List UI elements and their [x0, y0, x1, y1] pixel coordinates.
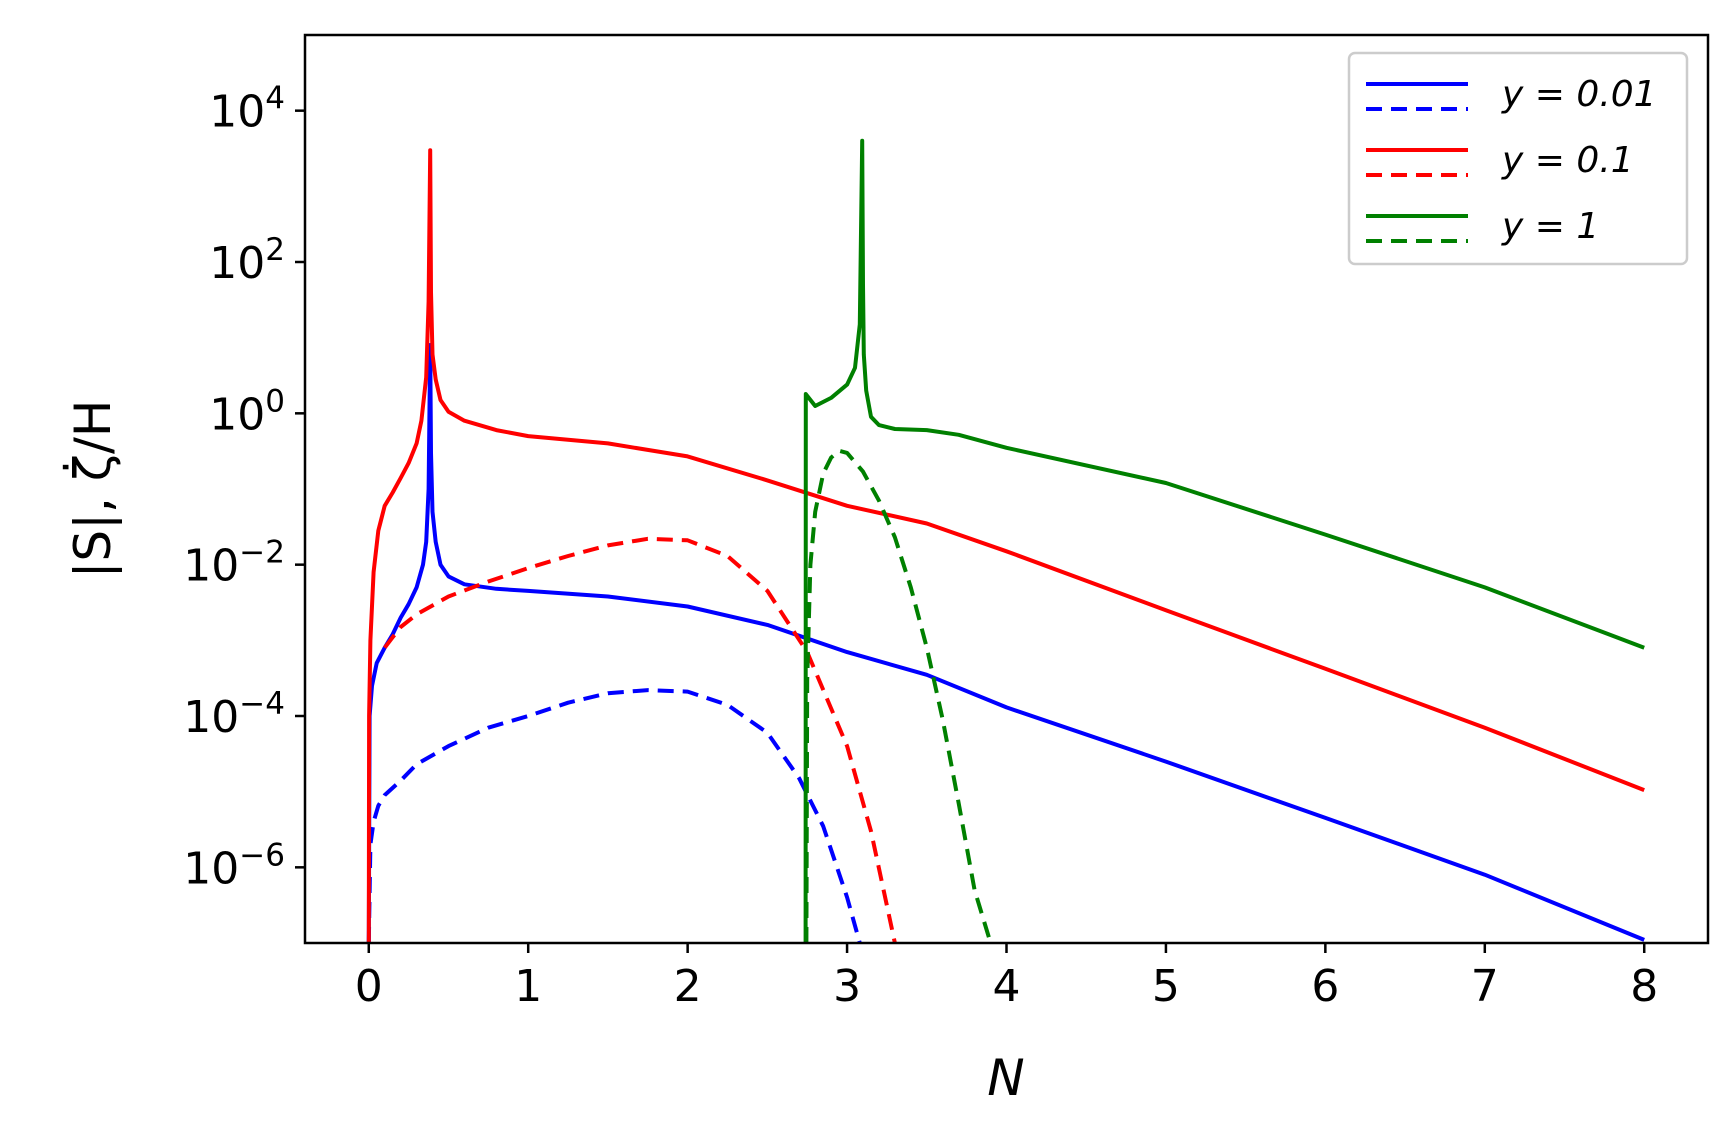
- y-tick-base: 10: [183, 692, 239, 743]
- x-axis-label: N: [987, 1049, 1024, 1107]
- y-tick-label: 104: [209, 81, 285, 138]
- series-layer: [366, 138, 1645, 943]
- y-tick-exponent: 2: [265, 232, 285, 268]
- x-tick-label: 4: [993, 961, 1021, 1012]
- legend-entry: y = 1: [1366, 206, 1599, 247]
- x-tick-label: 5: [1152, 961, 1180, 1012]
- x-tick-label: 6: [1311, 961, 1339, 1012]
- series-line-4-solid: [803, 138, 1645, 943]
- y-axis-label: |S|, ζ̇/H: [63, 400, 122, 579]
- series-line-2-solid: [366, 148, 1645, 943]
- y-tick-base: 10: [209, 87, 265, 138]
- legend: y = 0.01 y = 0.1 y = 1: [1347, 51, 1689, 266]
- y-tick-label: 10−2: [183, 535, 285, 592]
- legend-label: y = 0.01: [1501, 74, 1657, 115]
- y-tick-exponent: 4: [265, 81, 285, 117]
- series-line-3-dashed: [383, 536, 897, 943]
- x-tick-label: 3: [833, 961, 861, 1012]
- x-tick-label: 1: [514, 961, 542, 1012]
- y-tick-base: 10: [183, 843, 239, 894]
- x-tick-label: 8: [1630, 961, 1658, 1012]
- y-tick-base: 10: [209, 238, 265, 289]
- y-tick-label: 102: [209, 232, 285, 289]
- y-tick-exponent: −6: [239, 837, 285, 873]
- x-axis: 0 1 2 3 4 5 6 7 8: [355, 943, 1658, 1012]
- series-line-1-dashed: [366, 688, 862, 943]
- series-line-5-dashed: [804, 448, 993, 943]
- y-tick-label: 100: [209, 383, 285, 440]
- x-tick-label: 7: [1471, 961, 1499, 1012]
- legend-entry: y = 0.1: [1366, 140, 1634, 181]
- y-tick-exponent: −4: [239, 686, 285, 722]
- x-tick-label: 0: [355, 961, 383, 1012]
- y-tick-exponent: −2: [239, 535, 285, 571]
- x-tick-label: 2: [674, 961, 702, 1012]
- legend-box: [1347, 51, 1689, 266]
- y-tick-exponent: 0: [265, 383, 285, 419]
- legend-label: y = 1: [1501, 206, 1599, 247]
- legend-label: y = 0.1: [1501, 140, 1634, 181]
- legend-entry: y = 0.01: [1366, 74, 1657, 115]
- y-tick-label: 10−4: [183, 686, 285, 743]
- y-tick-base: 10: [209, 389, 265, 440]
- y-tick-label: 10−6: [183, 837, 285, 894]
- y-tick-base: 10: [183, 541, 239, 592]
